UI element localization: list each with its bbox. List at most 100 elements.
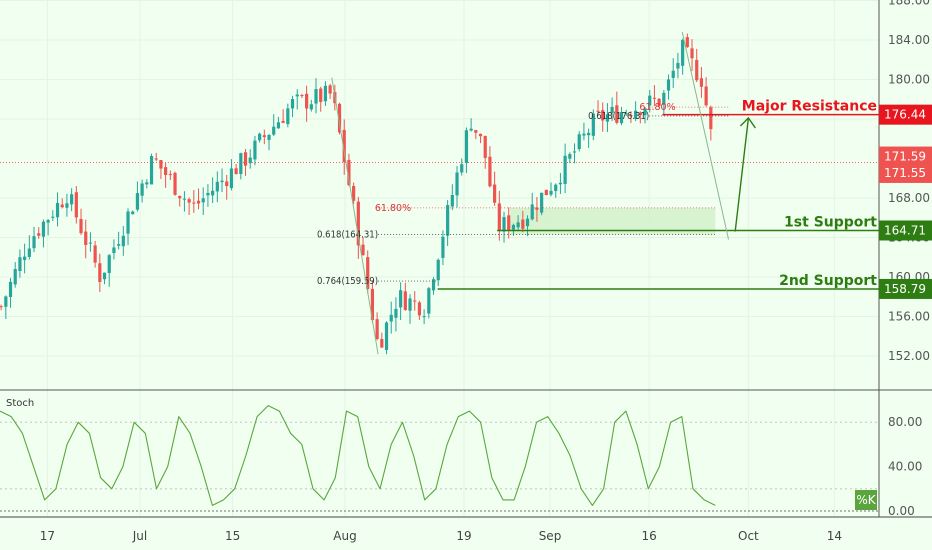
candle-body: [211, 190, 215, 196]
candle-body: [554, 184, 558, 192]
candle-body: [18, 257, 22, 272]
stoch-tick-label: 80.00: [888, 415, 922, 429]
candle-body: [478, 133, 483, 137]
price-tag: [879, 162, 932, 183]
candle-body: [98, 263, 102, 282]
candle-body: [305, 93, 309, 109]
candle-body: [615, 105, 619, 123]
candle-body: [634, 110, 638, 119]
candle-body: [225, 181, 229, 187]
candle-body: [535, 207, 539, 210]
candle-body: [290, 99, 295, 109]
candle-body: [483, 135, 487, 158]
candle-body: [474, 129, 478, 133]
candle-body: [582, 133, 586, 136]
candle-body: [309, 104, 313, 110]
candle-body: [258, 133, 262, 141]
candle-body: [93, 245, 97, 263]
candle-body: [131, 211, 135, 215]
candle-body: [384, 322, 389, 351]
candle-body: [516, 222, 520, 228]
candle-body: [375, 319, 379, 339]
level-annotation: 2nd Support: [779, 273, 877, 289]
candle-body: [577, 134, 581, 150]
candle-body: [469, 128, 473, 131]
candle-body: [323, 85, 328, 102]
candle-body: [511, 224, 516, 230]
candle-body: [704, 86, 708, 106]
candle-body: [0, 306, 3, 308]
candle-body: [610, 106, 614, 113]
candle-body: [403, 291, 407, 310]
candle-body: [605, 114, 610, 122]
candle-body: [370, 288, 375, 321]
candle-body: [638, 112, 642, 116]
candle-body: [441, 236, 445, 258]
x-tick-label: Oct: [738, 529, 759, 543]
candle-body: [173, 172, 177, 195]
candle-body: [695, 59, 699, 81]
x-tick-label: Sep: [539, 529, 562, 543]
candle-body: [168, 174, 172, 176]
candle-body: [272, 126, 276, 135]
fib-label: 61.80%: [639, 102, 675, 113]
candle-body: [46, 220, 50, 223]
y-tick-label: 184.00: [888, 33, 930, 47]
candle-body: [13, 268, 17, 285]
candle-body: [525, 218, 530, 227]
candle-body: [206, 192, 210, 196]
candle-body: [666, 79, 671, 91]
candle-body: [544, 189, 548, 196]
candle-body: [690, 48, 694, 59]
price-tag: [879, 104, 932, 125]
price-tag-label: 171.55: [884, 166, 926, 180]
candle-body: [88, 242, 93, 244]
y-tick-label: 180.00: [888, 73, 930, 87]
candle-body: [521, 219, 525, 229]
candle-body: [201, 198, 205, 203]
candle-body: [399, 290, 403, 308]
candle-body: [23, 256, 27, 260]
candle-body: [8, 281, 13, 297]
candle-body: [248, 157, 252, 164]
stoch-tick-label: 40.00: [888, 460, 922, 474]
candle-body: [229, 168, 234, 189]
x-tick-label: Aug: [333, 529, 356, 543]
candle-body: [149, 155, 154, 185]
candle-body: [671, 70, 675, 78]
candle-body: [394, 308, 398, 318]
candle-body: [178, 195, 182, 199]
candle-body: [408, 298, 412, 311]
candle-body: [196, 200, 201, 204]
y-tick-label: 168.00: [888, 191, 930, 205]
stoch-layer: Stoch %K: [0, 398, 879, 512]
candle-body: [243, 152, 248, 166]
candle-body: [681, 40, 685, 66]
candle-body: [337, 103, 342, 133]
candle-body: [709, 107, 713, 130]
candle-body: [624, 113, 628, 115]
candle-body: [319, 88, 323, 102]
candle-body: [328, 85, 332, 94]
candle-body: [676, 62, 680, 69]
candle-body: [380, 339, 384, 348]
candle-body: [192, 202, 196, 204]
stoch-title: Stoch: [6, 398, 34, 409]
candle-body: [145, 182, 149, 185]
axis-layer: 188.00184.00180.00176.00168.00164.00160.…: [40, 0, 930, 543]
candle-body: [657, 98, 661, 106]
candle-body: [652, 97, 657, 99]
candle-body: [60, 204, 64, 208]
candle-body: [502, 217, 506, 232]
price-tag: [879, 220, 932, 241]
candle-body: [662, 92, 666, 105]
level-annotation: Major Resistance: [742, 99, 877, 115]
candle-body: [187, 199, 191, 203]
fib-label: 0.618(176.31): [588, 111, 649, 122]
candle-body: [140, 183, 144, 196]
candle-body: [455, 172, 459, 196]
candle-body: [422, 316, 426, 318]
projection-line: [681, 31, 730, 240]
candle-body: [427, 288, 431, 314]
